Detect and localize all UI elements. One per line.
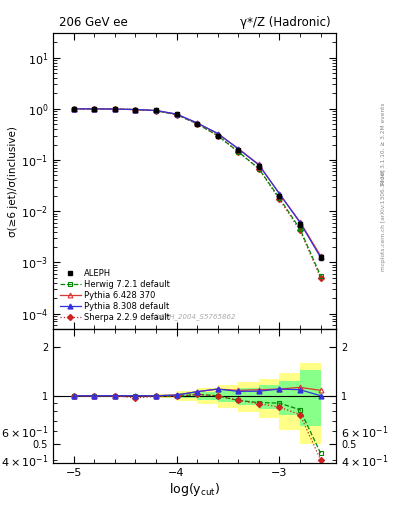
Sherpa 2.2.9 default bbox=[174, 112, 179, 118]
Pythia 8.308 default bbox=[71, 106, 76, 112]
Herwig 7.2.1 default bbox=[71, 106, 76, 112]
Pythia 6.428 370 bbox=[71, 106, 76, 112]
Herwig 7.2.1 default bbox=[236, 148, 241, 155]
Text: mcplots.cern.ch [arXiv:1306.3436]: mcplots.cern.ch [arXiv:1306.3436] bbox=[381, 169, 386, 271]
X-axis label: $\mathregular{log(y_{cut})}$: $\mathregular{log(y_{cut})}$ bbox=[169, 481, 220, 498]
Pythia 8.308 default bbox=[92, 106, 97, 112]
Herwig 7.2.1 default bbox=[298, 226, 302, 232]
Sherpa 2.2.9 default bbox=[318, 275, 323, 281]
Text: γ*/Z (Hadronic): γ*/Z (Hadronic) bbox=[240, 16, 331, 29]
Pythia 8.308 default bbox=[215, 131, 220, 137]
Line: Pythia 8.308 default: Pythia 8.308 default bbox=[71, 106, 323, 260]
Sherpa 2.2.9 default bbox=[236, 148, 241, 155]
Pythia 6.428 370 bbox=[277, 190, 282, 197]
Pythia 8.308 default bbox=[154, 108, 158, 114]
Pythia 8.308 default bbox=[112, 106, 117, 112]
Pythia 6.428 370 bbox=[298, 219, 302, 225]
Pythia 6.428 370 bbox=[133, 106, 138, 113]
Pythia 6.428 370 bbox=[154, 108, 158, 114]
Pythia 6.428 370 bbox=[318, 252, 323, 259]
Pythia 8.308 default bbox=[133, 106, 138, 113]
Pythia 6.428 370 bbox=[112, 106, 117, 112]
Sherpa 2.2.9 default bbox=[112, 106, 117, 112]
Pythia 8.308 default bbox=[318, 254, 323, 261]
Line: Pythia 6.428 370: Pythia 6.428 370 bbox=[71, 106, 323, 258]
Pythia 6.428 370 bbox=[236, 145, 241, 152]
Herwig 7.2.1 default bbox=[154, 108, 158, 114]
Herwig 7.2.1 default bbox=[195, 121, 200, 127]
Sherpa 2.2.9 default bbox=[92, 106, 97, 112]
Line: Sherpa 2.2.9 default: Sherpa 2.2.9 default bbox=[72, 107, 323, 280]
Pythia 8.308 default bbox=[257, 162, 261, 168]
Y-axis label: σ(≥6 jet)/σ(inclusive): σ(≥6 jet)/σ(inclusive) bbox=[8, 125, 18, 237]
Pythia 8.308 default bbox=[277, 190, 282, 197]
Sherpa 2.2.9 default bbox=[215, 133, 220, 139]
Pythia 8.308 default bbox=[174, 111, 179, 117]
Herwig 7.2.1 default bbox=[318, 272, 323, 279]
Text: Rivet 3.1.10, ≥ 3.2M events: Rivet 3.1.10, ≥ 3.2M events bbox=[381, 102, 386, 185]
Pythia 6.428 370 bbox=[174, 111, 179, 117]
Pythia 8.308 default bbox=[298, 220, 302, 226]
Herwig 7.2.1 default bbox=[133, 106, 138, 113]
Herwig 7.2.1 default bbox=[257, 165, 261, 172]
Sherpa 2.2.9 default bbox=[277, 196, 282, 202]
Legend: ALEPH, Herwig 7.2.1 default, Pythia 6.428 370, Pythia 8.308 default, Sherpa 2.2.: ALEPH, Herwig 7.2.1 default, Pythia 6.42… bbox=[57, 266, 172, 325]
Sherpa 2.2.9 default bbox=[154, 108, 158, 114]
Sherpa 2.2.9 default bbox=[195, 121, 200, 127]
Pythia 6.428 370 bbox=[195, 120, 200, 126]
Herwig 7.2.1 default bbox=[277, 195, 282, 201]
Herwig 7.2.1 default bbox=[174, 112, 179, 118]
Pythia 8.308 default bbox=[236, 146, 241, 152]
Herwig 7.2.1 default bbox=[92, 106, 97, 112]
Pythia 6.428 370 bbox=[215, 131, 220, 137]
Herwig 7.2.1 default bbox=[215, 133, 220, 139]
Pythia 6.428 370 bbox=[92, 106, 97, 112]
Text: 206 GeV ee: 206 GeV ee bbox=[59, 16, 127, 29]
Sherpa 2.2.9 default bbox=[133, 106, 138, 113]
Line: Herwig 7.2.1 default: Herwig 7.2.1 default bbox=[71, 106, 323, 278]
Sherpa 2.2.9 default bbox=[298, 227, 302, 233]
Herwig 7.2.1 default bbox=[112, 106, 117, 112]
Pythia 6.428 370 bbox=[257, 161, 261, 167]
Sherpa 2.2.9 default bbox=[71, 106, 76, 112]
Text: ALEPH_2004_S5765862: ALEPH_2004_S5765862 bbox=[153, 313, 236, 320]
Pythia 8.308 default bbox=[195, 120, 200, 126]
Sherpa 2.2.9 default bbox=[257, 166, 261, 172]
